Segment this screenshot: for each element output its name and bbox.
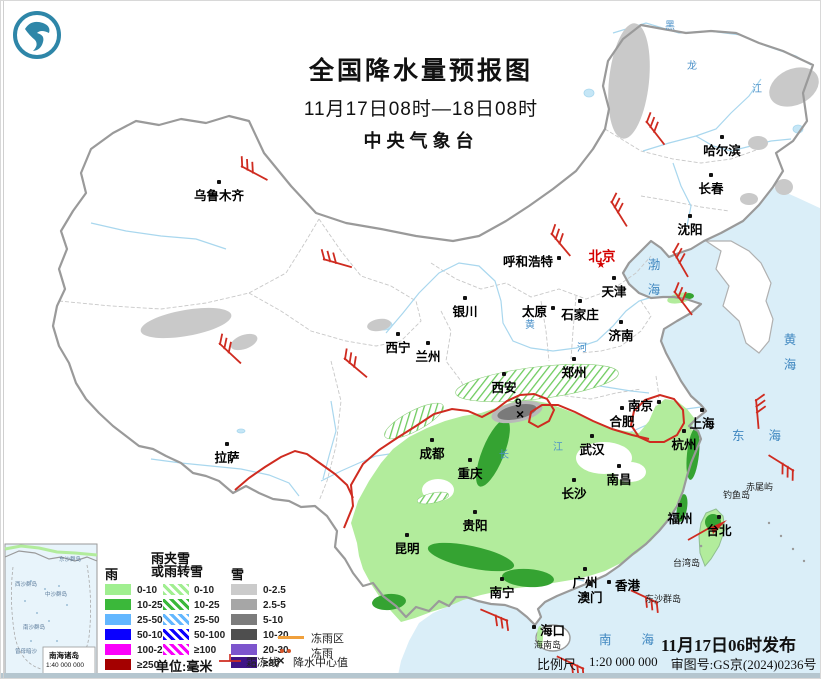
river-label: 黄 bbox=[525, 320, 535, 331]
legend-swatch-rain bbox=[105, 614, 131, 625]
issue-time: 11月17日06时发布 bbox=[661, 636, 797, 655]
legend-swatch-rain bbox=[105, 599, 131, 610]
river-label: 长 bbox=[499, 450, 509, 461]
frost-line bbox=[234, 394, 684, 529]
precip-center-x-icon: × bbox=[516, 406, 525, 422]
south-china-sea-inset bbox=[4, 543, 98, 678]
precip-center-x-legend-icon: × bbox=[277, 653, 285, 668]
legend-swatch-snow bbox=[231, 657, 257, 668]
forecast-period: 11月17日08时—18日08时 bbox=[303, 99, 539, 120]
page-title: 全国降水量预报图 bbox=[308, 57, 534, 85]
legend-swatch-rain bbox=[105, 659, 131, 670]
legend-swatch-sleet bbox=[163, 614, 189, 625]
inset-label-zengmu: 曾母暗沙 bbox=[15, 649, 38, 655]
river-label: 河 bbox=[577, 343, 587, 354]
sea-label-nanhai: 南海 bbox=[599, 633, 685, 647]
sea-label-huanghai: 黄海 bbox=[783, 333, 797, 372]
freezing-rain-dot-icon bbox=[280, 649, 284, 653]
legend-swatch-rain bbox=[105, 644, 131, 655]
bottom-bar bbox=[1, 673, 820, 678]
precip-center-value: 9 bbox=[515, 396, 522, 410]
island-label-diaoyu: 钓鱼岛 bbox=[723, 490, 751, 500]
legend-swatch-snow bbox=[231, 614, 257, 625]
island-label-dongsha: 东沙群岛 bbox=[645, 594, 682, 604]
legend-swatch-snow bbox=[231, 629, 257, 640]
sea-area bbox=[397, 187, 820, 678]
legend-swatch-sleet bbox=[163, 644, 189, 655]
capital-star-icon: ★ bbox=[596, 259, 606, 271]
legend-swatch-rain bbox=[105, 584, 131, 595]
left-frame-line bbox=[3, 1, 4, 678]
island-label-taiwan: 台湾岛 bbox=[673, 558, 701, 568]
typhoon-flag-icon bbox=[687, 520, 727, 541]
sea-label-bohai: 渤海 bbox=[647, 258, 661, 297]
legend-swatch-snow bbox=[231, 584, 257, 595]
legend-unit: 单位:毫米 bbox=[156, 659, 213, 674]
frost-line-icon bbox=[219, 654, 241, 662]
river-label: 江 bbox=[553, 442, 563, 453]
precip-center-label: 降水中心值 bbox=[293, 657, 348, 669]
hainan-island bbox=[535, 624, 571, 652]
legend-snow-title: 雪 bbox=[231, 567, 245, 582]
freezing-rain-area-line-icon bbox=[278, 636, 304, 639]
freezing-rain-area-label: 冻雨区 bbox=[311, 633, 344, 645]
scale-value: 1:20 000 000 bbox=[589, 654, 658, 669]
inset-label-zhongsha: 中沙群岛 bbox=[45, 592, 68, 598]
inset-scale: 1:40 000 000 bbox=[46, 662, 84, 669]
legend-sleet-title-2: 或雨转雪 bbox=[151, 564, 204, 579]
island-label-chiwei: 赤尾屿 bbox=[746, 482, 774, 492]
frost-line-label: 霜冻线 bbox=[246, 657, 279, 669]
sea-label-donghai: 东海 bbox=[732, 429, 806, 443]
inset-title: 南海诸岛 bbox=[49, 651, 79, 660]
legend-swatch-rain bbox=[105, 629, 131, 640]
river-label: 龙 bbox=[687, 61, 697, 72]
river-label: 江 bbox=[752, 84, 762, 95]
approval-number: 审图号:GS京(2024)0236号 bbox=[670, 657, 817, 672]
legend-rain-title: 雨 bbox=[105, 567, 119, 582]
china-outline bbox=[51, 23, 815, 627]
scale-label: 比例尺 bbox=[537, 657, 577, 672]
legend-swatch-sleet bbox=[163, 629, 189, 640]
river-label: 黑 bbox=[665, 21, 675, 32]
scale-row: 比例尺 1:20 000 000 审图号:GS京(2024)0236号 bbox=[537, 654, 817, 673]
legend-swatch-snow bbox=[231, 599, 257, 610]
korea-outline bbox=[704, 240, 774, 354]
freezing-rain-dot-icon bbox=[287, 649, 291, 653]
cma-logo bbox=[13, 11, 61, 59]
map-header: 全国降水量预报图 11月17日08时—18日08时 中央气象台 bbox=[304, 51, 538, 153]
inset-label-nansha: 南沙群岛 bbox=[23, 625, 46, 631]
snow-areas bbox=[140, 23, 819, 351]
legend-swatch-sleet bbox=[163, 599, 189, 610]
legend-swatch-sleet bbox=[163, 584, 189, 595]
legend-sleet-title-1: 雨夹雪 bbox=[151, 551, 191, 566]
inset-label-xisha: 西沙群岛 bbox=[15, 582, 38, 588]
inset-label-dongsha: 东沙群岛 bbox=[59, 557, 82, 563]
island-label-hainan: 海南岛 bbox=[534, 640, 562, 650]
agency-name: 中央气象台 bbox=[363, 131, 479, 151]
legend-swatch-snow bbox=[231, 644, 257, 655]
freezing-rain-label: 冻雨 bbox=[311, 648, 333, 660]
